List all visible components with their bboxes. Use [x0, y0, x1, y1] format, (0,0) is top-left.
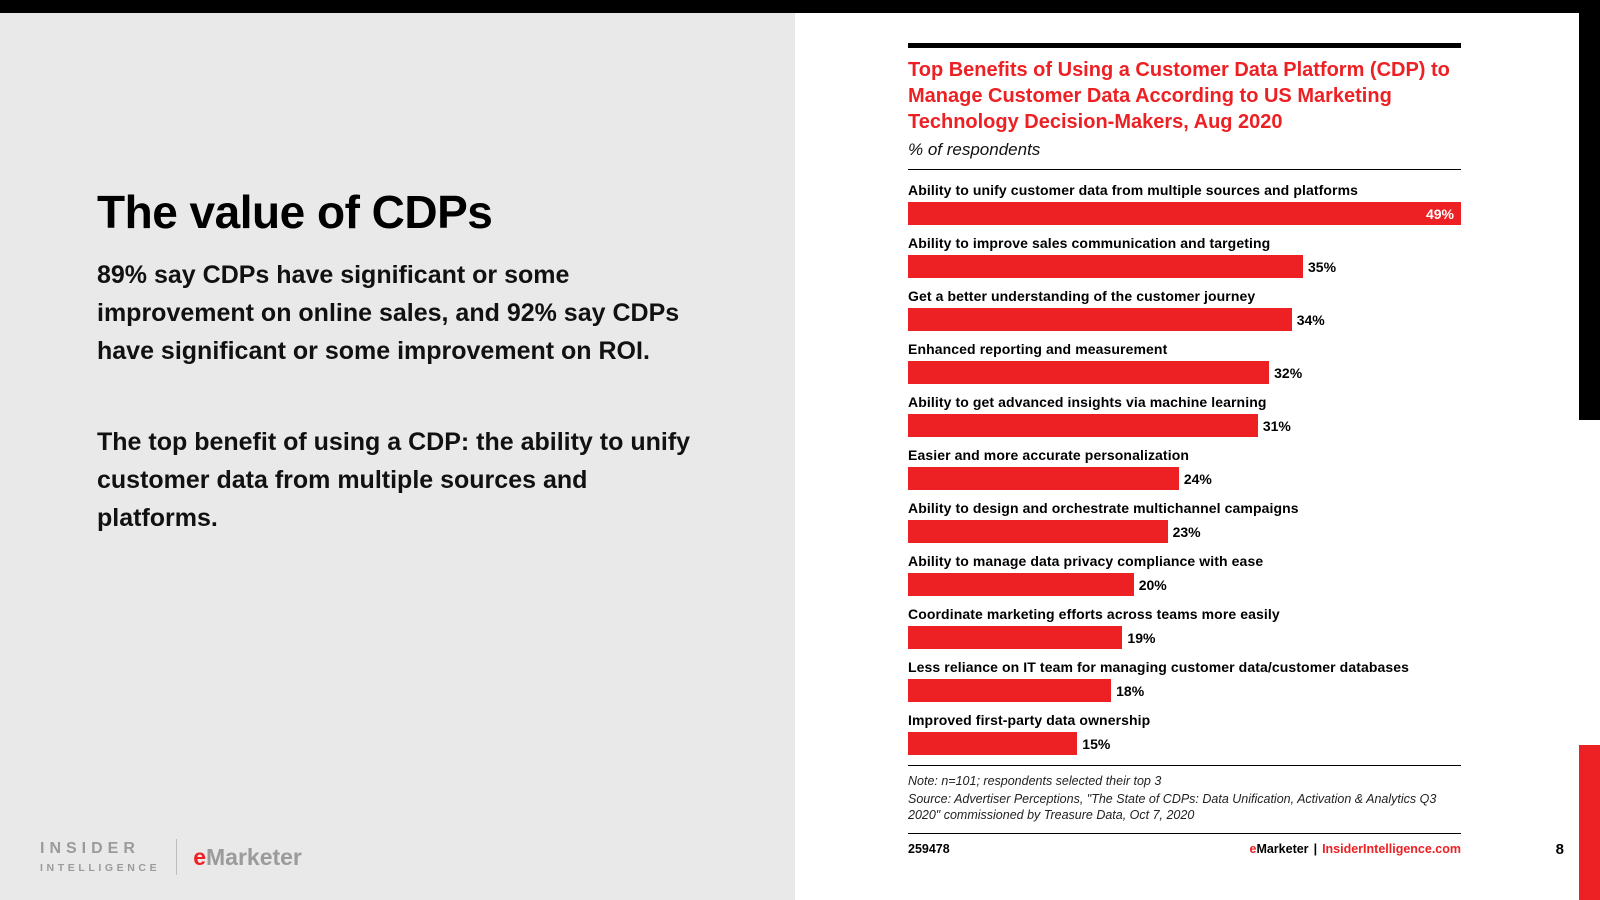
chart-category-label: Less reliance on IT team for managing cu… [908, 659, 1410, 675]
page-number: 8 [1555, 841, 1564, 858]
chart-bar-row: Ability to get advanced insights via mac… [908, 394, 1461, 437]
chart-bar-value: 20% [1138, 576, 1167, 593]
chart-bar-value: 35% [1308, 258, 1337, 275]
right-edge-black-strip [1579, 0, 1600, 420]
chart-bar-track: 19% [908, 626, 1461, 649]
chart-bar-row: Coordinate marketing efforts across team… [908, 606, 1461, 649]
chart-note-rule [908, 765, 1461, 766]
chart-bar: 49% [908, 202, 1461, 225]
footer-separator: | [1313, 842, 1318, 856]
chart-bar [908, 732, 1078, 755]
chart-footer: 259478 eMarketer | InsiderIntelligence.com [908, 833, 1461, 856]
slide-paragraph-2: The top benefit of using a CDP: the abil… [97, 428, 691, 532]
chart-bar-value: 34% [1296, 311, 1325, 328]
left-text-panel: The value of CDPs 89% say CDPs have sign… [0, 13, 795, 900]
chart-note: Note: n=101; respondents selected their … [908, 774, 1162, 788]
chart-bar-value: 15% [1082, 735, 1111, 752]
chart-bar-track: 49% [908, 202, 1461, 225]
chart-source: Source: Advertiser Perceptions, "The Sta… [908, 792, 1437, 822]
chart-bar [908, 573, 1134, 596]
logo-divider [176, 839, 178, 875]
footer-brand-e: e [1249, 842, 1257, 856]
chart-bar [908, 520, 1168, 543]
chart-subtitle: % of respondents [908, 140, 1041, 159]
chart-id: 259478 [908, 842, 950, 856]
chart-bar-row: Ability to manage data privacy complianc… [908, 553, 1461, 596]
chart-bar-value: 23% [1172, 523, 1201, 540]
chart-bar [908, 626, 1123, 649]
insider-intelligence-logo: INSIDER INTELLIGENCE [40, 840, 160, 874]
chart-bar-row: Ability to unify customer data from mult… [908, 182, 1461, 225]
chart-bar-row: Get a better understanding of the custom… [908, 288, 1461, 331]
chart-title: Top Benefits of Using a Customer Data Pl… [908, 59, 1450, 133]
chart-bar-row: Ability to design and orchestrate multic… [908, 500, 1461, 543]
chart-bar-track: 32% [908, 361, 1461, 384]
right-edge-red-strip [1579, 745, 1600, 900]
emarketer-logo-e: e [193, 843, 206, 870]
chart-bar-row: Ability to improve sales communication a… [908, 235, 1461, 278]
chart-bar-track: 18% [908, 679, 1461, 702]
slide-paragraph-1: 89% say CDPs have significant or some im… [97, 261, 680, 365]
chart-bar-value: 19% [1127, 629, 1156, 646]
brand-logos: INSIDER INTELLIGENCE eMarketer [40, 839, 302, 875]
chart-bar-track: 15% [908, 732, 1461, 755]
chart-category-label: Ability to manage data privacy complianc… [908, 553, 1264, 569]
chart-bar-row: Easier and more accurate personalization… [908, 447, 1461, 490]
chart-bar [908, 679, 1112, 702]
chart-category-label: Coordinate marketing efforts across team… [908, 606, 1280, 622]
chart-bar [908, 467, 1179, 490]
chart-bar-value: 18% [1116, 682, 1145, 699]
chart-header-rule [908, 169, 1461, 170]
chart-bar-row: Enhanced reporting and measurement 32% [908, 341, 1461, 384]
insider-logo-line1: INSIDER [40, 840, 140, 857]
chart-footer-brand: eMarketer | InsiderIntelligence.com [1249, 842, 1461, 856]
footer-brand-rest: Marketer [1256, 842, 1309, 856]
chart-category-label: Ability to design and orchestrate multic… [908, 500, 1299, 516]
slide-title: The value of CDPs [97, 186, 493, 238]
chart-bar-track: 20% [908, 573, 1461, 596]
emarketer-logo: eMarketer [193, 844, 302, 871]
chart-bar-track: 34% [908, 308, 1461, 331]
chart: Top Benefits of Using a Customer Data Pl… [908, 43, 1461, 856]
chart-bar [908, 414, 1258, 437]
chart-bar-value: 31% [1262, 417, 1291, 434]
chart-bar [908, 361, 1270, 384]
chart-bar-track: 35% [908, 255, 1461, 278]
chart-bar-row: Less reliance on IT team for managing cu… [908, 659, 1461, 702]
top-black-bar [0, 0, 1600, 13]
footer-site-link[interactable]: InsiderIntelligence.com [1322, 842, 1461, 856]
chart-bar-track: 24% [908, 467, 1461, 490]
chart-bar [908, 308, 1292, 331]
chart-category-label: Ability to unify customer data from mult… [908, 182, 1358, 198]
chart-bar-value: 49% [1425, 205, 1454, 222]
chart-bars: Ability to unify customer data from mult… [908, 182, 1461, 755]
chart-bar-track: 31% [908, 414, 1461, 437]
chart-bar-row: Improved first-party data ownership 15% [908, 712, 1461, 755]
insider-logo-line2: INTELLIGENCE [40, 862, 161, 874]
chart-bar-track: 23% [908, 520, 1461, 543]
chart-top-rule [908, 43, 1461, 48]
emarketer-logo-rest: Marketer [206, 843, 302, 870]
chart-bar-value: 32% [1274, 364, 1303, 381]
chart-category-label: Easier and more accurate personalization [908, 447, 1189, 463]
chart-category-label: Get a better understanding of the custom… [908, 288, 1256, 304]
chart-category-label: Ability to get advanced insights via mac… [908, 394, 1267, 410]
chart-category-label: Improved first-party data ownership [908, 712, 1151, 728]
chart-category-label: Enhanced reporting and measurement [908, 341, 1168, 357]
chart-category-label: Ability to improve sales communication a… [908, 235, 1271, 251]
chart-bar-value: 24% [1183, 470, 1212, 487]
chart-panel: Top Benefits of Using a Customer Data Pl… [795, 13, 1540, 900]
chart-bar [908, 255, 1303, 278]
